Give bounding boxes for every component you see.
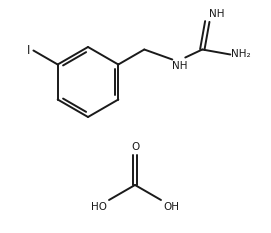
Text: NH: NH	[172, 62, 188, 72]
Text: HO: HO	[91, 202, 107, 212]
Text: NH₂: NH₂	[231, 49, 251, 59]
Text: OH: OH	[163, 202, 179, 212]
Text: NH: NH	[209, 10, 225, 20]
Text: I: I	[27, 44, 30, 57]
Text: O: O	[131, 142, 139, 152]
